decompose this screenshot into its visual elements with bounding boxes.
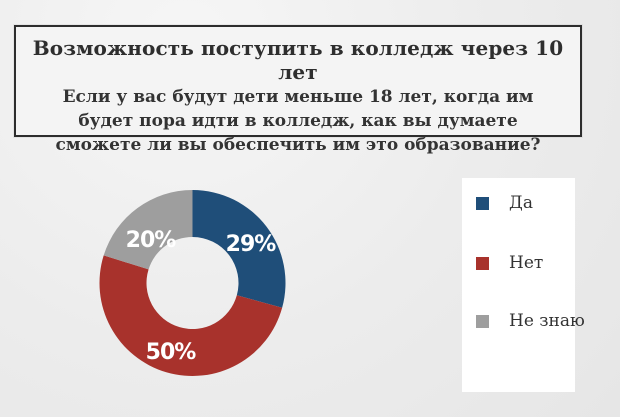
donut-chart: 29% 50% 20% — [90, 183, 295, 383]
legend-swatch-net — [476, 256, 489, 270]
legend-item-da: Да — [476, 191, 533, 215]
legend-label-net: Нет — [509, 253, 544, 273]
donut-slice-3 — [103, 190, 193, 270]
legend-swatch-da — [476, 196, 489, 210]
legend-label-da: Да — [509, 193, 533, 213]
legend-label-ne-znayu: Не знаю — [509, 311, 585, 331]
slice-label-2: 50% — [146, 340, 197, 365]
chart-title: Возможность поступить в колледж через 10… — [32, 36, 564, 84]
donut-slice-2 — [99, 255, 283, 377]
donut-svg: 29% 50% 20% — [99, 190, 286, 377]
legend: Да Нет Не знаю — [462, 178, 585, 392]
legend-item-net: Нет — [476, 251, 543, 275]
slice-label-1: 29% — [226, 232, 277, 257]
title-box: Возможность поступить в колледж через 10… — [14, 25, 582, 155]
survey-question: Если у вас будут дети меньше 18 лет, ког… — [55, 87, 541, 155]
slice-label-3: 20% — [126, 228, 177, 253]
donut-slice-1 — [192, 190, 286, 308]
legend-swatch-ne-znayu — [476, 314, 489, 328]
legend-item-ne-znayu: Не знаю — [476, 309, 585, 333]
